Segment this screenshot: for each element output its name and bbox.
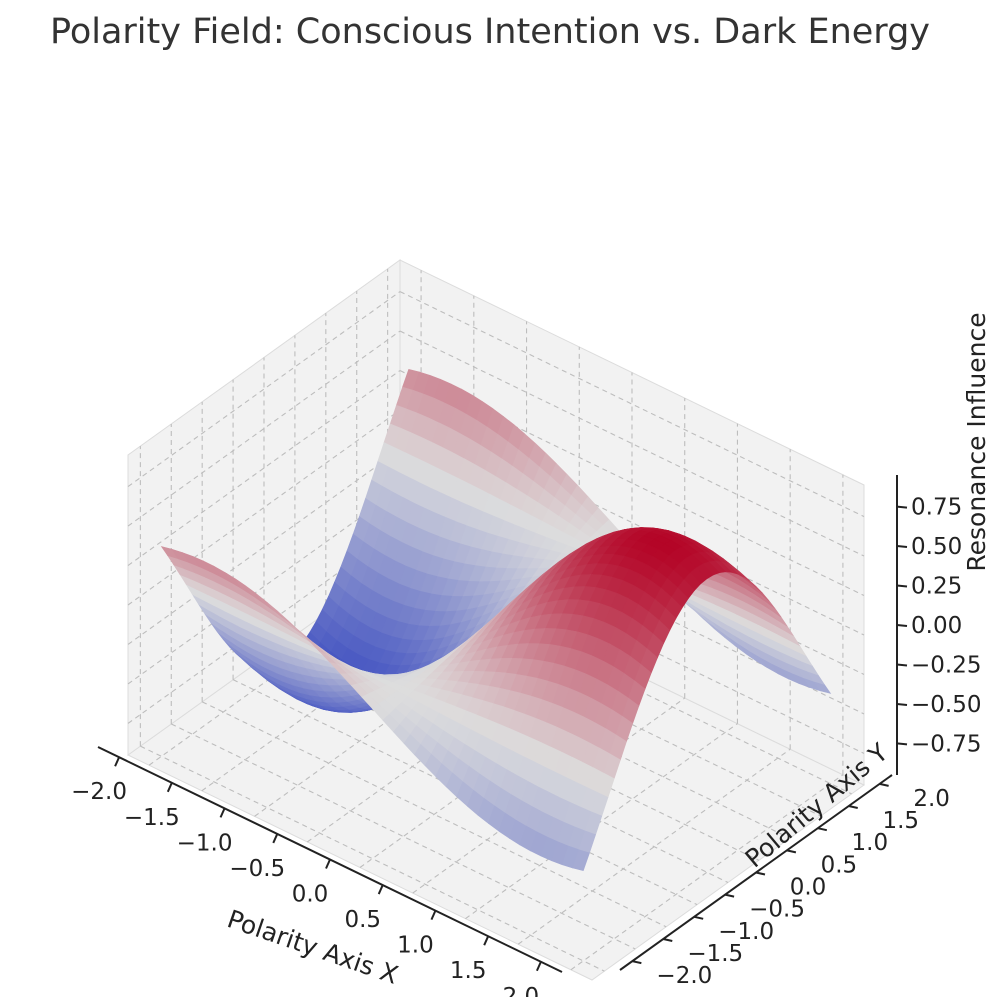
y-tick-label: −2.0	[656, 963, 712, 989]
x-tick-label: 0.5	[344, 907, 381, 933]
y-tick-mark	[848, 805, 858, 809]
y-tick-label: −1.5	[687, 941, 743, 967]
y-tick-mark	[724, 893, 735, 898]
left-gridline-z	[127, 527, 401, 724]
x-tick-mark	[114, 756, 121, 767]
x-tick-mark	[483, 935, 490, 946]
z-tick-mark	[896, 505, 908, 509]
floor-gridline-y	[140, 745, 605, 972]
surface-mesh	[160, 368, 832, 872]
x-tick-label: −0.5	[229, 856, 285, 882]
floor-gridline-x	[570, 774, 844, 971]
x-tick-mark	[272, 833, 279, 844]
x-tick-mark	[535, 961, 542, 972]
y-tick-label: 0.0	[790, 875, 827, 901]
z-tick-label: −0.25	[911, 652, 981, 678]
floor-gridline-y	[201, 701, 667, 928]
y-tick-label: −0.5	[749, 897, 805, 923]
z-tick-mark	[896, 584, 908, 588]
y-tick-mark	[693, 915, 704, 920]
y-tick-label: 1.0	[852, 830, 889, 856]
y-tick-mark	[786, 849, 797, 854]
floor-gridline-x	[359, 672, 633, 868]
back-gridline-z	[399, 330, 865, 557]
y-tick-label: 1.5	[882, 808, 919, 834]
y-tick-label: 0.5	[821, 852, 858, 878]
y-tick-mark	[879, 782, 889, 787]
left-gridline-z	[127, 330, 401, 527]
x-tick-label: 1.0	[397, 933, 434, 959]
y-tick-mark	[663, 938, 673, 942]
x-tick-mark	[325, 859, 331, 869]
x-tick-label: 0.0	[292, 882, 329, 908]
z-tick-label: 0.25	[911, 574, 962, 600]
z-axis-ticks: −0.75 −0.50 −0.25 0.00 0.25 0.50 0.75	[896, 495, 981, 757]
floor-gridline-x	[254, 620, 527, 817]
z-tick-mark	[896, 545, 908, 549]
z-tick-label: −0.75	[911, 731, 981, 757]
y-tick-mark	[817, 827, 828, 832]
floor-gridline-y	[232, 679, 698, 906]
left-gridline-z	[127, 488, 401, 685]
left-gridline-z	[127, 370, 401, 566]
back-gridline-z	[399, 291, 865, 518]
left-gridline-z	[127, 449, 401, 645]
y-tick-mark	[755, 871, 766, 876]
x-tick-label: −1.5	[124, 805, 180, 831]
z-tick-label: 0.00	[911, 613, 962, 639]
x-tick-mark	[377, 884, 384, 895]
floor-gridline-x	[465, 723, 738, 920]
x-tick-mark	[219, 807, 226, 818]
left-gridline-z	[127, 409, 401, 606]
z-tick-mark	[896, 742, 908, 746]
y-tick-mark	[632, 960, 642, 965]
left-gridline-z	[127, 291, 401, 488]
floor-gridline-x	[517, 748, 791, 945]
x-tick-label: −2.0	[71, 779, 127, 805]
z-axis-label: Resonance Influence	[962, 312, 991, 571]
z-tick-mark	[896, 624, 908, 627]
floor-gridline-x	[201, 595, 475, 792]
x-tick-label: 1.5	[450, 958, 487, 984]
z-tick-label: 0.75	[911, 495, 962, 521]
x-tick-label: −1.0	[177, 830, 233, 856]
y-axis-ticks: −2.0−1.5−1.0−0.50.00.51.01.52.0	[632, 782, 950, 989]
y-tick-label: −1.0	[718, 919, 774, 945]
x-tick-mark	[166, 782, 173, 793]
x-tick-label: 2.0	[503, 984, 540, 997]
x-axis-ticks: −2.0−1.5−1.0−0.5 0.0 0.5 1.0 1.5 2.0	[71, 756, 542, 997]
surface-patch	[572, 849, 590, 872]
z-tick-label: −0.50	[911, 692, 981, 718]
chart-title: Polarity Field: Conscious Intention vs. …	[49, 12, 931, 52]
z-tick-mark	[896, 663, 908, 667]
y-tick-label: 2.0	[913, 786, 950, 812]
z-tick-mark	[896, 702, 908, 706]
z-tick-label: 0.50	[911, 534, 962, 560]
floor-gridline-x	[306, 646, 580, 843]
floor-gridline-x	[148, 569, 422, 766]
floor-gridline-y	[171, 723, 636, 950]
x-tick-mark	[430, 910, 437, 921]
floor-gridline-x	[412, 697, 686, 894]
